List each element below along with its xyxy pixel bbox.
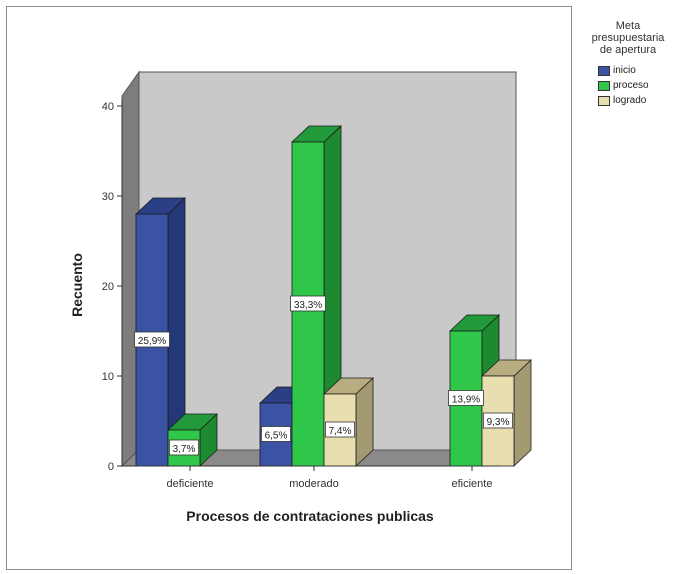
data-label: 7,4% <box>324 421 355 438</box>
data-label-text: 25,9% <box>138 336 166 347</box>
data-label-text: 3,7% <box>173 444 196 455</box>
data-label: 33,3% <box>290 295 326 312</box>
legend-item-proceso: proceso <box>598 78 684 93</box>
bar-side <box>513 359 532 467</box>
x-tick-label: moderado <box>289 478 339 490</box>
y-tick-label: 20 <box>102 281 114 293</box>
data-label-box <box>482 412 513 429</box>
data-label-text: 7,4% <box>329 426 352 437</box>
data-label-box <box>324 421 355 438</box>
y-tick-label: 0 <box>108 461 114 473</box>
y-tick-label: 30 <box>102 191 114 203</box>
legend-label: inicio <box>613 65 636 76</box>
data-label-text: 6,5% <box>265 431 288 442</box>
legend-swatch <box>598 95 610 106</box>
x-axis: deficiente moderado eficiente <box>122 465 499 490</box>
legend-item-logrado: logrado <box>598 93 684 108</box>
legend-title: Meta presupuestaria de apertura <box>591 20 665 56</box>
legend-label: logrado <box>613 95 647 106</box>
data-label-text: 33,3% <box>294 300 322 311</box>
data-label: 6,5% <box>260 426 291 442</box>
x-tick-label: deficiente <box>166 478 213 490</box>
data-label-box <box>290 295 326 312</box>
data-label: 25,9% <box>134 331 170 348</box>
legend-item-inicio: inicio <box>598 63 684 78</box>
y-tick-label: 40 <box>102 101 114 113</box>
data-label: 13,9% <box>448 390 484 406</box>
legend-swatch <box>598 65 610 76</box>
data-label-box <box>168 439 199 456</box>
y-tick-label: 10 <box>102 371 114 383</box>
x-tick-label: eficiente <box>452 478 493 490</box>
y-axis: 0 10 20 30 40 <box>102 100 123 473</box>
data-label: 9,3% <box>482 412 513 429</box>
data-label-box <box>260 426 291 442</box>
data-label-box <box>448 390 484 406</box>
legend-swatch <box>598 80 610 91</box>
data-label-box <box>134 331 170 348</box>
x-axis-title: Procesos de contrataciones publicas <box>186 508 434 524</box>
legend: Meta presupuestaria de apertura inicio pr… <box>572 20 684 108</box>
data-label-text: 9,3% <box>487 417 510 428</box>
legend-label: proceso <box>613 80 649 91</box>
data-label-text: 13,9% <box>452 395 480 406</box>
legend-items: inicio proceso logrado <box>572 63 684 108</box>
data-label: 3,7% <box>168 439 199 456</box>
bars: 25,9% 6,5% 3,7% 33,3% 13,9% 7,4% 9,3% <box>134 125 533 467</box>
y-axis-title: Recuento <box>69 253 85 317</box>
